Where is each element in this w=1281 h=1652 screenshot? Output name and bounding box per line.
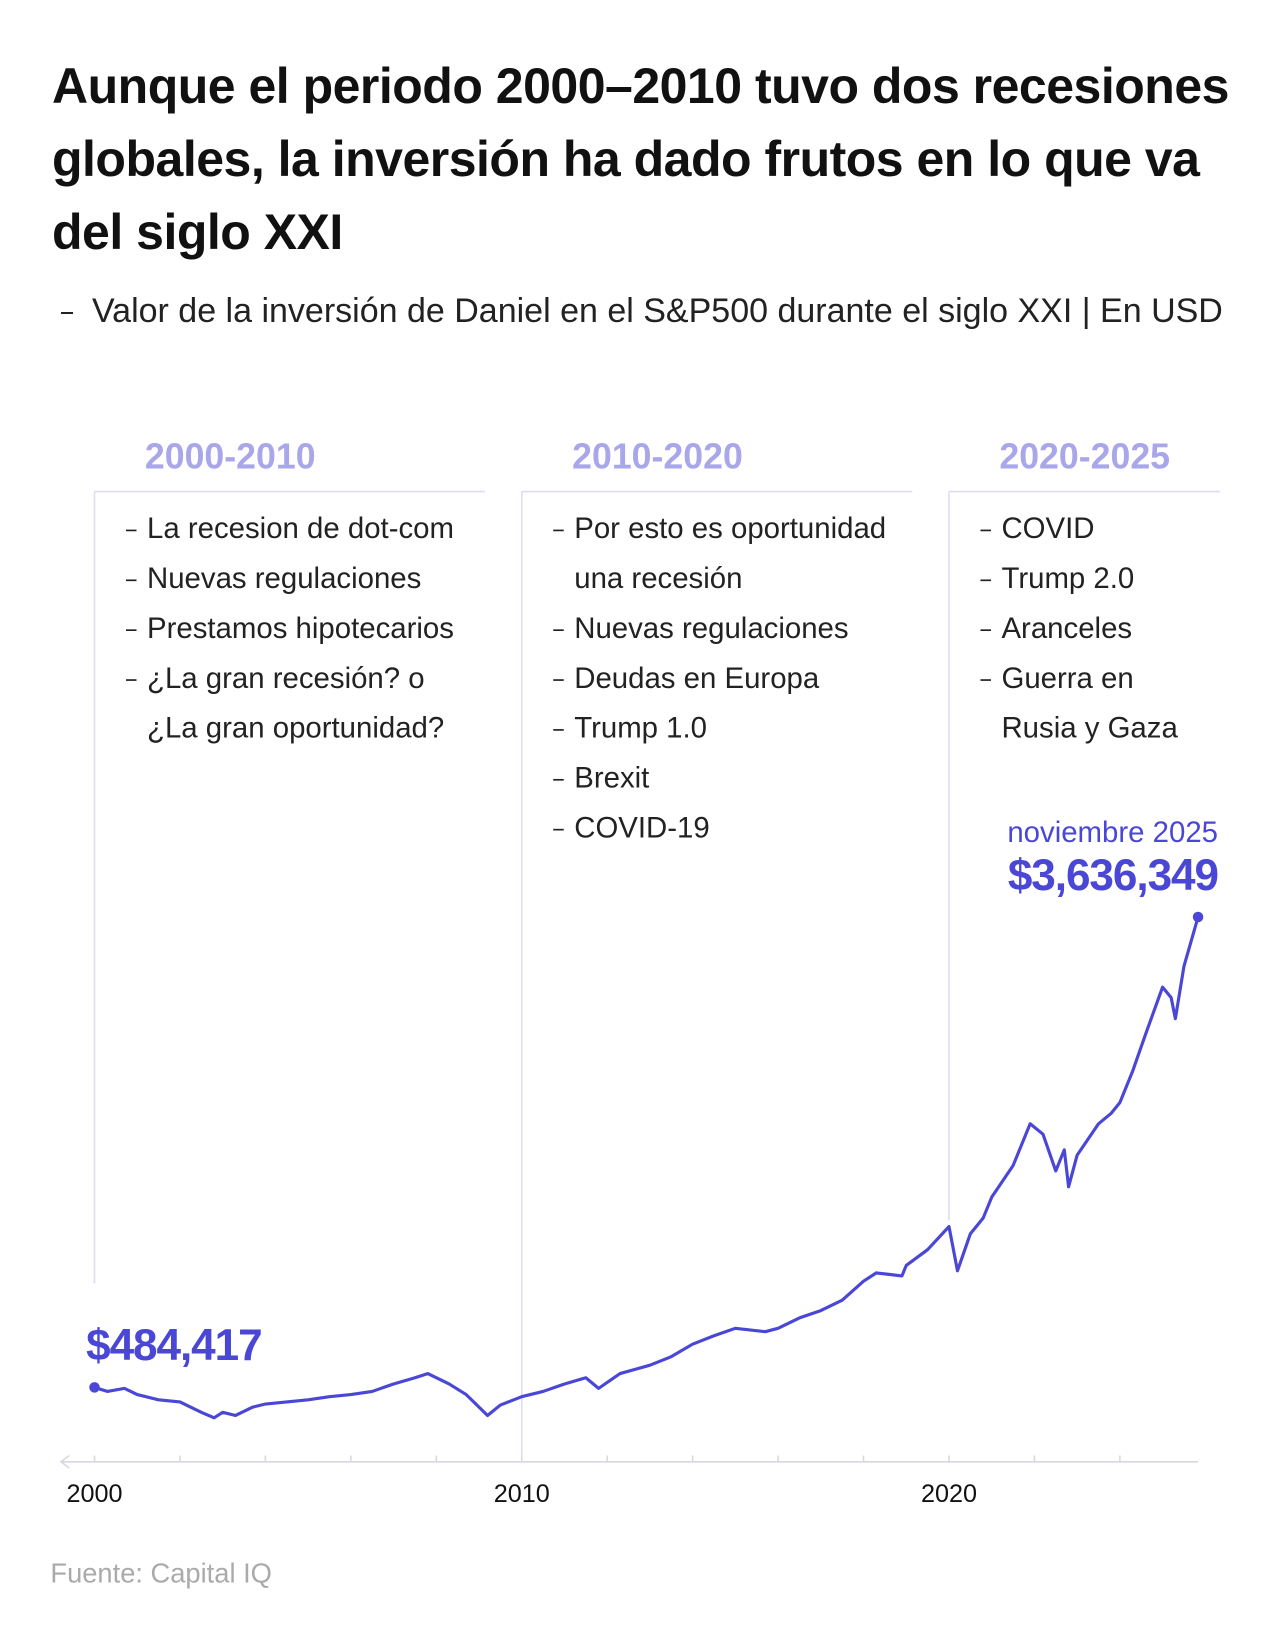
x-tick-label: 2000 (66, 1480, 122, 1508)
period-heading: 2000-2010 (145, 436, 316, 476)
data-line (94, 916, 1200, 1420)
start-label: $484,417 (86, 1321, 262, 1370)
period-item: COVID (1001, 512, 1094, 545)
period-item: ¿La gran oportunidad? (147, 712, 444, 745)
period-item: Por esto es oportunidad (574, 512, 886, 545)
axis-arrow (59, 1454, 70, 1469)
subtitle-dash (61, 312, 73, 314)
period-item: ¿La gran recesión? o (147, 662, 425, 695)
period-item: una recesión (574, 562, 742, 595)
period-item: Guerra en (1001, 662, 1133, 695)
period-item: La recesion de dot-com (147, 512, 454, 545)
chart-subtitle: Valor de la inversión de Daniel en el S&… (92, 292, 1223, 330)
x-tick-label: 2010 (494, 1480, 550, 1508)
period-heading: 2010-2020 (572, 436, 743, 476)
period-item: Trump 1.0 (574, 712, 707, 745)
chart-title: Aunque el periodo 2000–2010 tuvo dos rec… (52, 58, 1229, 260)
period-item: Deudas en Europa (574, 662, 820, 695)
period-heading: 2020-2025 (999, 436, 1170, 476)
period-item: Brexit (574, 762, 649, 795)
end-point (1192, 911, 1204, 923)
x-tick-label: 2020 (921, 1480, 977, 1508)
end-date-label: noviembre 2025 (1007, 816, 1218, 849)
period-item: COVID-19 (574, 811, 710, 844)
period-item: Prestamos hipotecarios (147, 612, 454, 645)
period-item: Aranceles (1001, 612, 1132, 645)
period-item: Trump 2.0 (1001, 562, 1134, 595)
subtitle-block: Valor de la inversión de Daniel en el S&… (55, 288, 1245, 334)
end-label: $3,636,349 (1008, 851, 1218, 900)
end-point (89, 1382, 100, 1393)
period-item: Nuevas regulaciones (147, 562, 421, 595)
period-item: Rusia y Gaza (1001, 712, 1178, 745)
source: Fuente: Capital IQ (50, 1557, 272, 1588)
period-item: Nuevas regulaciones (574, 612, 848, 645)
